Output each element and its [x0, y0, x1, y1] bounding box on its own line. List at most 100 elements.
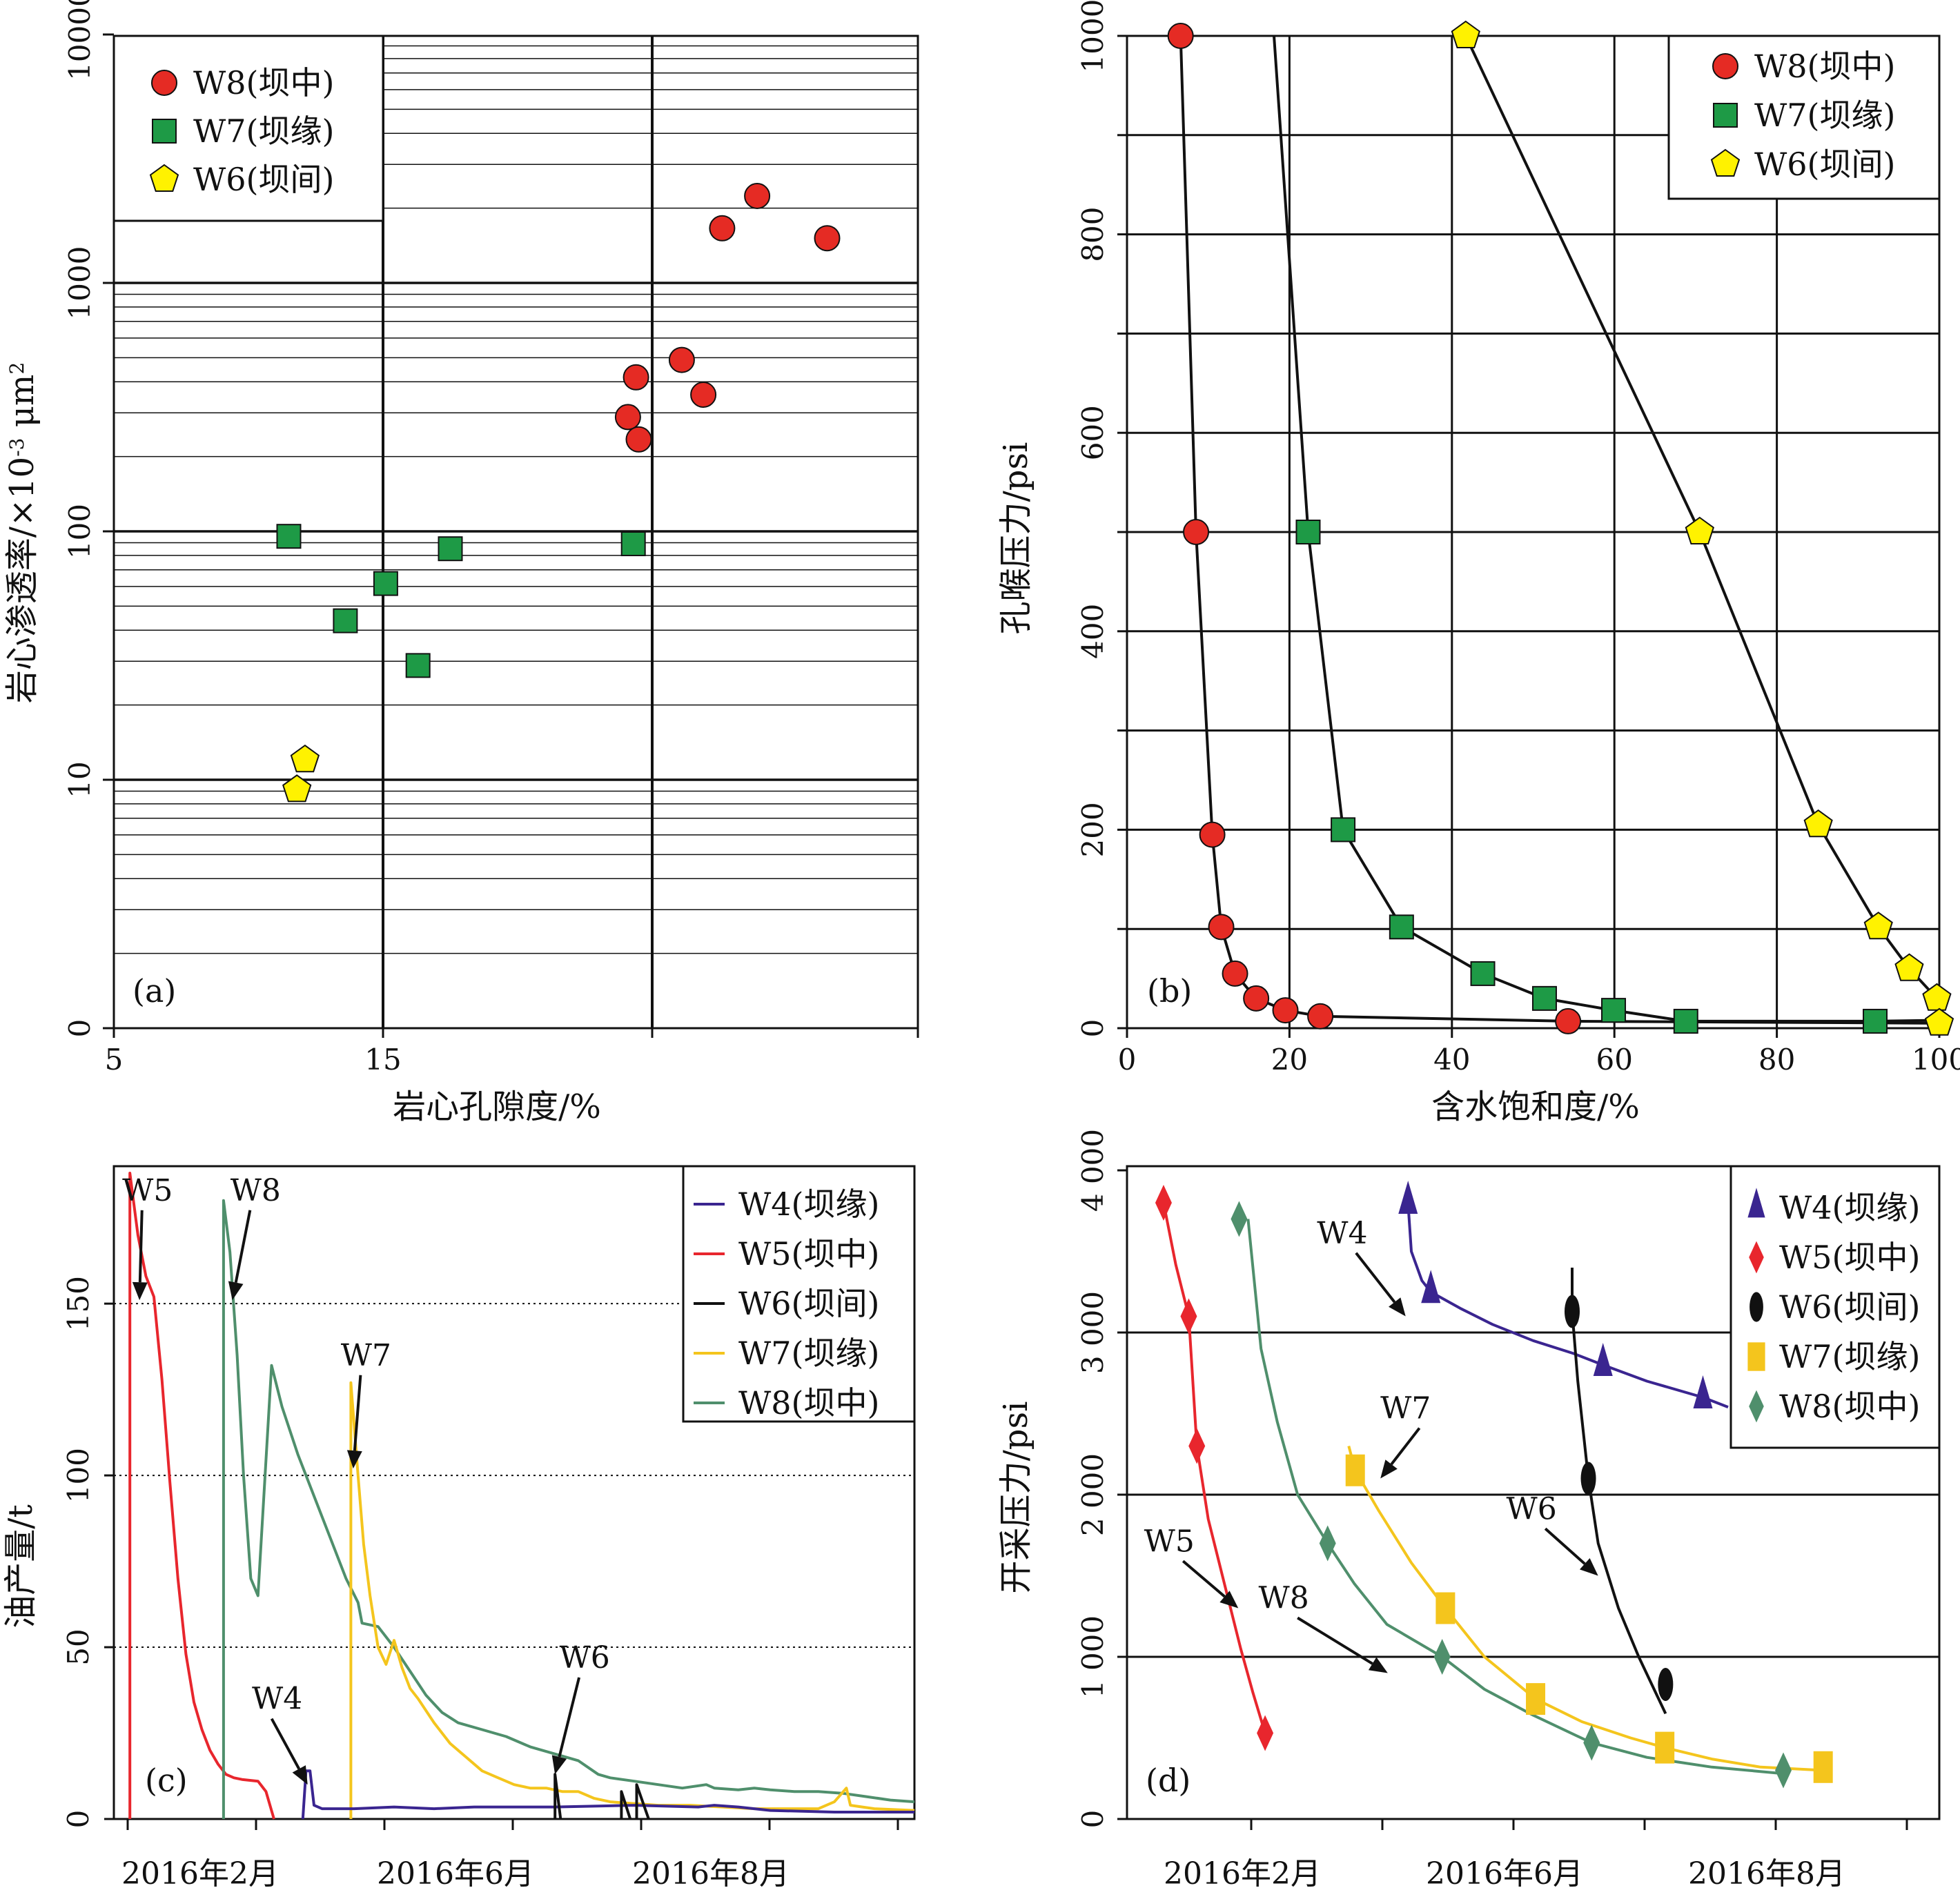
x-axis-title: 含水饱和度/% — [1431, 1088, 1640, 1126]
data-point — [1421, 1270, 1441, 1304]
panel-d: 2016年2月 2016年6月 2016年8月 0 1 000 2 000 3 000 4 0… — [997, 1129, 1941, 1888]
legend-d — [1729, 1165, 1941, 1449]
data-point — [1307, 1003, 1334, 1030]
x-tick-label: 40 — [1433, 1043, 1470, 1076]
data-point — [1398, 1181, 1418, 1214]
y-tick-label: 0 — [61, 1810, 95, 1829]
legend-label: W7(坝缘) — [1754, 97, 1895, 134]
data-point — [1593, 1343, 1613, 1376]
y-tick-label: 400 — [1076, 604, 1110, 659]
y-tick-label: 100 — [61, 1448, 95, 1503]
annotation-arrow — [1544, 1527, 1598, 1576]
legend-label: W7(坝缘) — [193, 112, 334, 150]
panel-a: 5 15 0 10 100 1000 10000 岩心孔隙度/% 岩心渗透率/×10-3 μm2… — [3, 0, 919, 1126]
series-annotation: W5 — [1144, 1524, 1195, 1559]
data-point — [405, 653, 431, 678]
annotation-arrow — [1380, 1427, 1421, 1479]
y-tick-label: 0 — [63, 1019, 97, 1038]
series-annotation: W8 — [231, 1173, 281, 1208]
data-point — [1331, 817, 1356, 843]
y-axis-title: 油产量/t — [1, 1504, 40, 1628]
legend-marker — [1712, 53, 1738, 79]
y-tick-label: 600 — [1076, 405, 1110, 460]
data-point — [1564, 1295, 1580, 1328]
data-point — [625, 426, 652, 453]
panel-label: (c) — [145, 1762, 188, 1799]
y-tick-label: 1000 — [63, 246, 97, 320]
data-point — [1470, 961, 1496, 986]
y-axis-title-part: μm — [3, 375, 41, 438]
data-point — [1924, 1007, 1954, 1036]
x-tick-label: 20 — [1271, 1043, 1308, 1076]
data-point — [744, 183, 771, 209]
y-axis-title: 孔喉压力/psi — [997, 442, 1035, 635]
data-point — [1435, 1592, 1456, 1624]
legend-marker — [1713, 103, 1738, 128]
legend-marker — [1747, 1188, 1765, 1218]
series-annotation: W4 — [252, 1682, 302, 1717]
x-tick-label: 2016年6月 — [1426, 1856, 1583, 1888]
data-point — [290, 744, 320, 773]
legend-label: W8(坝中) — [1754, 48, 1895, 85]
series-annotation: W4 — [1317, 1216, 1367, 1251]
data-point — [1188, 1428, 1206, 1464]
data-point — [1295, 520, 1321, 544]
series-line — [635, 1783, 650, 1820]
data-point — [1222, 960, 1248, 987]
data-point — [1658, 1667, 1674, 1701]
legend-marker — [1710, 148, 1741, 177]
legend-label: W4(坝缘) — [1779, 1189, 1920, 1226]
x-axis-title: 岩心孔隙度/% — [393, 1088, 601, 1126]
series-line — [301, 1769, 914, 1820]
annotation-arrow — [1355, 1252, 1406, 1317]
x-tick-label: 15 — [364, 1043, 401, 1076]
x-tick-label: 100 — [1912, 1043, 1960, 1076]
data-point — [1243, 985, 1270, 1012]
annotation-arrow — [346, 1375, 362, 1469]
y-axis-title-part: 岩心渗透率/×10 — [3, 457, 41, 703]
x-tick-label: 0 — [1118, 1043, 1137, 1076]
series-curve — [1273, 35, 1940, 1023]
legend-label: W8(坝中) — [738, 1384, 879, 1422]
panel-label: (b) — [1147, 972, 1192, 1010]
legend-label: W6(坝间) — [1779, 1288, 1920, 1326]
data-point — [1199, 821, 1226, 848]
y-tick-label: 150 — [61, 1276, 95, 1331]
legend-label: W4(坝缘) — [738, 1186, 879, 1223]
legend-label: W6(坝间) — [738, 1285, 879, 1322]
y-axis-title: 岩心渗透率/×10-3 μm2 — [3, 362, 41, 704]
x-tick-label: 2016年8月 — [632, 1856, 790, 1888]
series-curve — [1407, 1202, 1729, 1408]
legend-marker — [1750, 1292, 1763, 1322]
data-point — [1531, 985, 1557, 1011]
legend-marker — [1749, 1241, 1764, 1274]
data-point — [1601, 998, 1627, 1023]
data-point — [333, 608, 358, 633]
series-curve — [1162, 1202, 1267, 1733]
x-tick-label: 60 — [1596, 1043, 1632, 1076]
data-point — [1526, 1683, 1546, 1715]
legend-marker — [151, 70, 177, 96]
legend-label: W7(坝缘) — [1779, 1338, 1920, 1375]
data-point — [1167, 23, 1194, 49]
legend-marker — [1747, 1342, 1765, 1371]
series-line — [620, 1790, 632, 1820]
series-annotation: W7 — [341, 1338, 391, 1373]
data-point — [1389, 914, 1414, 940]
data-point — [1685, 516, 1714, 544]
data-point — [614, 404, 641, 431]
data-point — [1180, 1298, 1197, 1335]
y-tick-label: 1000 — [1076, 0, 1110, 72]
series-curve — [1246, 1219, 1784, 1776]
y-tick-label: 200 — [1076, 802, 1110, 857]
x-tick-label: 2016年2月 — [121, 1856, 279, 1888]
panel-b: 0 20 40 60 80 10002004006008001000含水饱和度/%孔喉压力… — [997, 0, 1960, 1126]
data-point — [373, 571, 398, 596]
y-tick-label: 3 000 — [1076, 1291, 1110, 1374]
annotation-arrow — [551, 1677, 581, 1775]
data-point — [1894, 953, 1924, 981]
data-point — [438, 536, 463, 562]
legend-label: W8(坝中) — [1779, 1388, 1920, 1425]
x-tick-label: 5 — [105, 1043, 124, 1076]
